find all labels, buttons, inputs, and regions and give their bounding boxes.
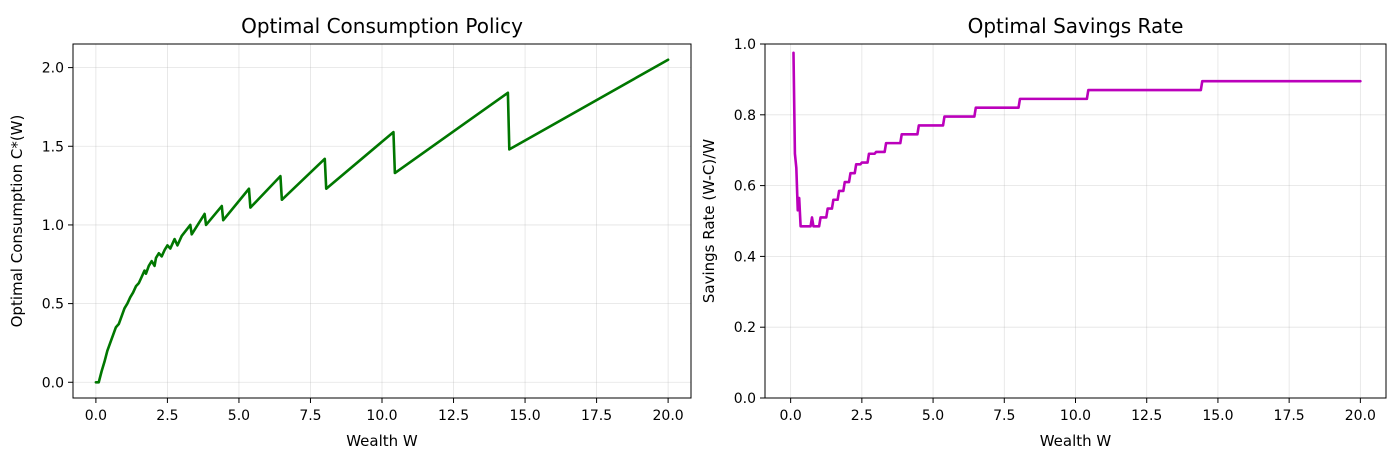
x-tick-label: 12.5 [1131,408,1162,424]
x-tick-label: 5.0 [228,408,250,424]
chart-2: 0.0 2.5 5.0 7.5 10.0 12.5 15.0 17.5 20.0 0.0 0.2 0.… [700,14,1387,450]
x-tick-label: 20.0 [653,408,684,424]
x-tick-label: 5.0 [922,408,944,424]
x-tick-label: 15.0 [1202,408,1233,424]
y-tick-label: 0.2 [734,320,756,336]
chart-title: Optimal Consumption Policy [241,14,523,38]
y-axis-label: Optimal Consumption C*(W) [8,115,26,328]
y-tick-label: 1.5 [42,139,64,155]
x-tick-label: 2.5 [851,408,873,424]
y-tick-label: 0.8 [734,108,756,124]
y-tick-label: 0.5 [42,297,64,313]
x-tick-label: 0.0 [780,408,802,424]
x-tick-label: 2.5 [156,408,178,424]
chart-title: Optimal Savings Rate [968,14,1184,38]
x-axis-label: Wealth W [346,432,418,450]
y-tick-label: 1.0 [734,37,756,53]
chart-1: 0.0 2.5 5.0 7.5 10.0 12.5 15.0 17.5 20.0 0.0 0.5 1.… [8,14,692,450]
x-tick-label: 10.0 [1060,408,1091,424]
x-tick-label: 12.5 [438,408,469,424]
x-tick-label: 17.5 [581,408,612,424]
x-tick-label: 20.0 [1345,408,1376,424]
y-tick-label: 0.0 [734,391,756,407]
y-axis-label: Savings Rate (W-C)/W [700,139,718,303]
y-tick-label: 1.0 [42,218,64,234]
series-line [792,51,1362,228]
y-tick-label: 2.0 [42,61,64,77]
x-axis-label: Wealth W [1040,432,1112,450]
x-tick-label: 17.5 [1274,408,1305,424]
series-line [94,58,670,384]
x-tick-label: 7.5 [299,408,321,424]
x-tick-label: 0.0 [85,408,107,424]
x-tick-label: 10.0 [366,408,397,424]
y-tick-label: 0.6 [734,179,756,195]
y-tick-label: 0.0 [42,375,64,391]
y-tick-label: 0.4 [734,249,756,265]
x-tick-label: 7.5 [993,408,1015,424]
x-tick-label: 15.0 [509,408,540,424]
